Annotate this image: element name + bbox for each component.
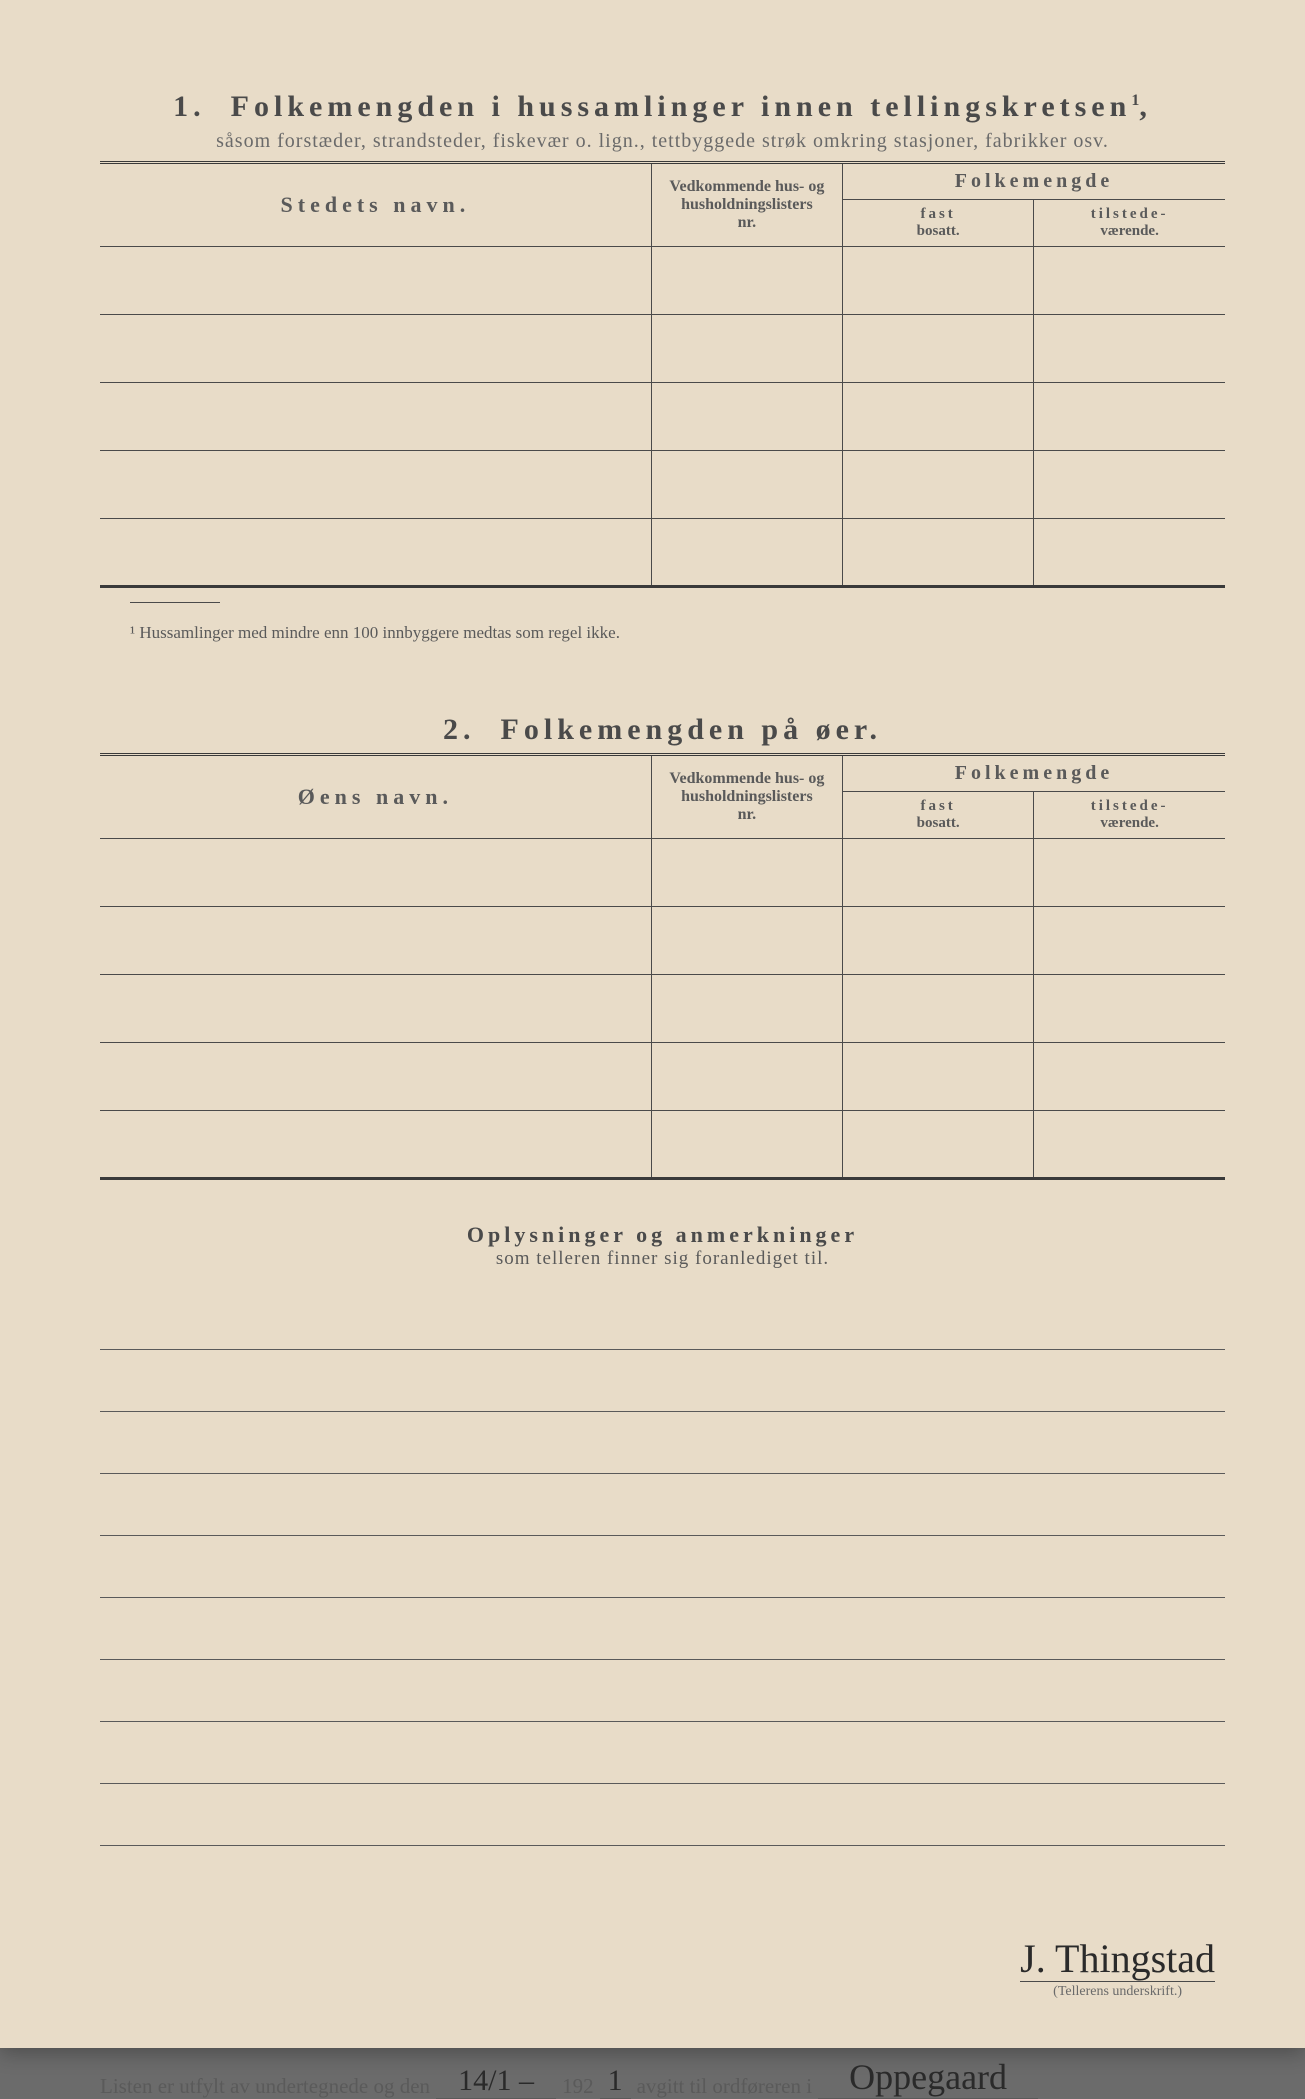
table-cell	[100, 975, 651, 1043]
table-cell	[1034, 315, 1225, 383]
table-cell	[100, 1043, 651, 1111]
table-cell	[843, 315, 1034, 383]
table-cell	[100, 907, 651, 975]
col-vedkommende: Vedkommende hus- og husholdningslisters …	[651, 163, 842, 247]
col-oens-navn: Øens navn.	[100, 755, 651, 839]
table-cell	[651, 247, 842, 315]
signoff-date: 14/1 –	[436, 2064, 556, 2099]
table-row	[100, 247, 1225, 315]
table-cell	[651, 839, 842, 907]
table-row	[100, 1043, 1225, 1111]
section1-subtitle: såsom forstæder, strandsteder, fiskevær …	[100, 130, 1225, 153]
table-cell	[843, 451, 1034, 519]
table-cell	[100, 247, 651, 315]
table-cell	[651, 451, 842, 519]
table-cell	[100, 519, 651, 587]
section2-number: 2.	[443, 713, 476, 746]
table-cell	[843, 975, 1034, 1043]
signoff-line: Listen er utfylt av undertegnede og den …	[100, 2056, 1225, 2099]
table-cell	[843, 247, 1034, 315]
ruled-line	[100, 1784, 1225, 1846]
col-folkemengde: Folkemengde	[843, 163, 1226, 200]
table-cell	[843, 383, 1034, 451]
signoff-prefix: Listen er utfylt av undertegnede og den	[100, 2074, 430, 2099]
table-cell	[651, 315, 842, 383]
table-row	[100, 315, 1225, 383]
signoff-place: Oppegaard	[818, 2056, 1038, 2099]
footnote: ¹ Hussamlinger med mindre enn 100 innbyg…	[130, 623, 1225, 643]
table-hussamlinger: Stedets navn. Vedkommende hus- og hushol…	[100, 161, 1225, 588]
table-cell	[843, 907, 1034, 975]
signature-label: (Tellerens underskrift.)	[1020, 1981, 1215, 2000]
col-fast-bosatt: fast bosatt.	[843, 200, 1034, 247]
col-fast-bosatt-2: fast bosatt.	[843, 792, 1034, 839]
table-cell	[100, 315, 651, 383]
section2-title-text: Folkemengden på øer.	[501, 713, 882, 746]
table-cell	[1034, 383, 1225, 451]
col-tilstede: tilstede- værende.	[1034, 200, 1225, 247]
table-cell	[1034, 839, 1225, 907]
table-cell	[651, 1111, 842, 1179]
ruled-line	[100, 1288, 1225, 1350]
table-cell	[843, 519, 1034, 587]
table-row	[100, 451, 1225, 519]
table-cell	[1034, 975, 1225, 1043]
ruled-line	[100, 1474, 1225, 1536]
col-folkemengde-2: Folkemengde	[843, 755, 1226, 792]
table-oer: Øens navn. Vedkommende hus- og husholdni…	[100, 753, 1225, 1180]
section1-title-text: Folkemengden i hussamlinger innen tellin…	[231, 90, 1132, 123]
table-cell	[100, 1111, 651, 1179]
table-row	[100, 1111, 1225, 1179]
section1-number: 1.	[173, 90, 206, 123]
table-cell	[1034, 247, 1225, 315]
table-cell	[651, 383, 842, 451]
signoff-year-last: 1	[600, 2064, 631, 2099]
col-tilstede-2: tilstede- værende.	[1034, 792, 1225, 839]
table-cell	[1034, 451, 1225, 519]
col-stedets-navn: Stedets navn.	[100, 163, 651, 247]
table-cell	[1034, 519, 1225, 587]
ruled-line	[100, 1722, 1225, 1784]
section1-sup: 1	[1131, 92, 1139, 109]
table-cell	[843, 839, 1034, 907]
ruled-line	[100, 1350, 1225, 1412]
col-vedkommende-2: Vedkommende hus- og husholdningslisters …	[651, 755, 842, 839]
notes-subtitle: som telleren finner sig foranlediget til…	[100, 1248, 1225, 1270]
table-cell	[100, 839, 651, 907]
table-cell	[843, 1043, 1034, 1111]
table-cell	[651, 975, 842, 1043]
table-cell	[100, 383, 651, 451]
table-row	[100, 975, 1225, 1043]
section2-title: 2. Folkemengden på øer.	[100, 713, 1225, 747]
notes-header: Oplysninger og anmerkninger som telleren…	[100, 1222, 1225, 1270]
section1-title: 1. Folkemengden i hussamlinger innen tel…	[100, 90, 1225, 124]
table-row	[100, 839, 1225, 907]
signature-block: J. Thingstad (Tellerens underskrift.)	[1020, 1939, 1215, 2000]
signoff-mid: avgitt til ordføreren i	[637, 2074, 813, 2099]
census-form-page: 1. Folkemengden i hussamlinger innen tel…	[0, 0, 1305, 2048]
table-cell	[1034, 1111, 1225, 1179]
ruled-line	[100, 1598, 1225, 1660]
table-cell	[843, 1111, 1034, 1179]
notes-title: Oplysninger og anmerkninger	[100, 1222, 1225, 1248]
notes-lines	[100, 1288, 1225, 1846]
ruled-line	[100, 1412, 1225, 1474]
signoff-year-prefix: 192	[562, 2074, 594, 2099]
table-row	[100, 383, 1225, 451]
ruled-line	[100, 1536, 1225, 1598]
table-row	[100, 907, 1225, 975]
table-cell	[651, 519, 842, 587]
table-cell	[651, 907, 842, 975]
table-cell	[1034, 907, 1225, 975]
table-row	[100, 519, 1225, 587]
table-cell	[651, 1043, 842, 1111]
footnote-rule	[130, 602, 220, 603]
signature: J. Thingstad	[1020, 1939, 1215, 1979]
table-cell	[100, 451, 651, 519]
ruled-line	[100, 1660, 1225, 1722]
table-cell	[1034, 1043, 1225, 1111]
